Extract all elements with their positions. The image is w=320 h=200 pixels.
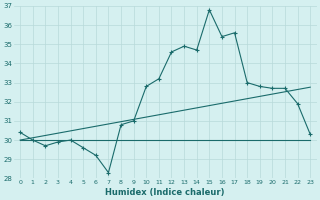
X-axis label: Humidex (Indice chaleur): Humidex (Indice chaleur)	[106, 188, 225, 197]
